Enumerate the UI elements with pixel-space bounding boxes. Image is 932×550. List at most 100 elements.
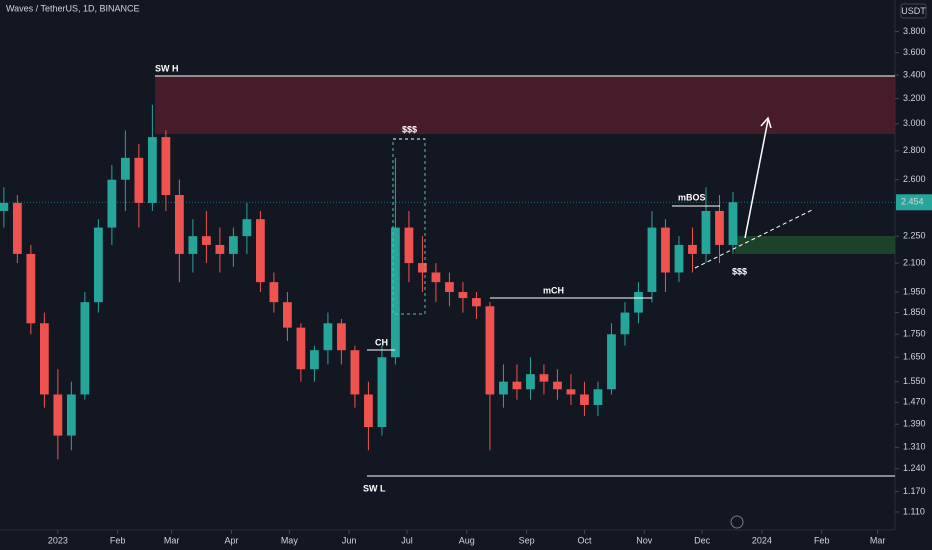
candle-body	[458, 292, 468, 299]
x-tick-label: 2023	[48, 535, 68, 545]
candle-body	[350, 350, 360, 395]
y-tick-label: 1.750	[903, 329, 926, 339]
candle-body	[283, 302, 292, 328]
y-tick-label: 1.550	[903, 376, 926, 386]
candle-body	[661, 227, 670, 273]
x-tick-label: 2024	[752, 535, 772, 545]
candle-body	[553, 381, 562, 390]
y-tick-label: 1.240	[903, 463, 926, 473]
candle-body	[0, 202, 9, 211]
candle-body	[526, 374, 535, 390]
candle-body	[256, 219, 265, 283]
candle-body	[364, 394, 373, 428]
last-price-box	[896, 194, 932, 211]
x-tick-label: May	[281, 535, 299, 545]
candle-body	[215, 244, 225, 254]
annotation: mBOS	[678, 192, 706, 202]
candle-body	[539, 374, 549, 382]
x-tick-label: Jul	[401, 535, 413, 545]
candle-body	[620, 312, 630, 335]
candle-body	[593, 389, 603, 406]
x-tick-label: Nov	[636, 535, 653, 545]
event-icon	[730, 515, 744, 529]
candle-body	[66, 394, 76, 436]
candle-body	[715, 210, 724, 245]
y-tick-label: 2.800	[903, 145, 926, 155]
annotation: $$$	[402, 124, 417, 134]
liquidity-box	[392, 138, 426, 315]
y-tick-label: 1.310	[903, 442, 926, 452]
supply-zone	[155, 76, 895, 134]
x-tick-label: Feb	[110, 535, 126, 545]
candle-body	[39, 323, 49, 395]
y-tick-label: 1.950	[903, 286, 926, 296]
currency: USDT	[901, 6, 926, 16]
y-tick-label: 1.170	[903, 486, 926, 496]
candle-body	[431, 272, 441, 283]
candle-body	[580, 394, 589, 406]
candle-body	[323, 323, 333, 351]
candle-body	[53, 394, 63, 436]
candle-body	[269, 282, 279, 303]
y-tick-label: 2.100	[903, 257, 926, 267]
candle-body	[634, 292, 643, 313]
candle-body	[107, 179, 117, 228]
y-tick-label: 3.800	[903, 26, 926, 36]
y-tick-label: 1.110	[903, 506, 925, 516]
candle-body	[188, 236, 198, 254]
candle-body	[404, 227, 414, 264]
candle-body	[174, 195, 184, 254]
candle-body	[161, 137, 171, 196]
trend-line	[694, 209, 813, 269]
currency-box	[900, 3, 927, 19]
candle-body	[647, 227, 657, 293]
candle-body	[499, 381, 508, 395]
candle-body	[485, 306, 495, 395]
candle-body	[202, 236, 211, 245]
symbol-title: Waves / TetherUS, 1D, BINANCE	[6, 3, 140, 13]
candle-body	[337, 323, 346, 351]
annotation: $$$	[732, 266, 747, 276]
y-tick-label: 1.850	[903, 307, 926, 317]
y-tick-label: 3.000	[903, 118, 926, 128]
candle-body	[242, 219, 252, 237]
candle-body	[80, 302, 90, 395]
candle-body	[688, 244, 697, 254]
candle-body	[120, 157, 130, 180]
y-tick-label: 2.250	[903, 231, 926, 241]
y-tick-label: 1.650	[903, 352, 926, 362]
candle-body	[472, 298, 481, 307]
candle-body	[445, 282, 454, 293]
y-tick-label: 1.470	[903, 397, 926, 407]
candle-body	[26, 253, 36, 324]
candle-body	[418, 263, 427, 273]
x-tick-label: Dec	[694, 535, 711, 545]
annotation: SW L	[363, 483, 386, 493]
demand-zone	[735, 236, 895, 254]
annotation: SW H	[155, 63, 179, 73]
x-tick-label: Jun	[342, 535, 357, 545]
x-tick-label: Mar	[870, 535, 886, 545]
x-tick-label: Aug	[459, 535, 475, 545]
x-tick-label: Feb	[814, 535, 830, 545]
x-tick-label: Oct	[577, 535, 592, 545]
candle-body	[607, 334, 616, 390]
candle-body	[147, 137, 157, 203]
projection-arrow	[744, 119, 769, 239]
candle-body	[391, 227, 400, 358]
y-tick-label: 3.600	[903, 47, 926, 57]
annotation: CH	[375, 337, 388, 347]
candle-body	[566, 389, 576, 395]
candle-body	[701, 210, 711, 254]
x-tick-label: Apr	[224, 535, 238, 545]
arrow-head	[760, 116, 772, 129]
x-tick-label: Mar	[164, 535, 180, 545]
last-price-label: 2.454	[901, 197, 924, 207]
candle-body	[512, 381, 522, 390]
y-tick-label: 3.400	[903, 69, 926, 79]
candle-body	[12, 202, 22, 254]
annotation: mCH	[543, 285, 564, 295]
candle-body	[93, 227, 103, 303]
candle-body	[728, 202, 738, 245]
